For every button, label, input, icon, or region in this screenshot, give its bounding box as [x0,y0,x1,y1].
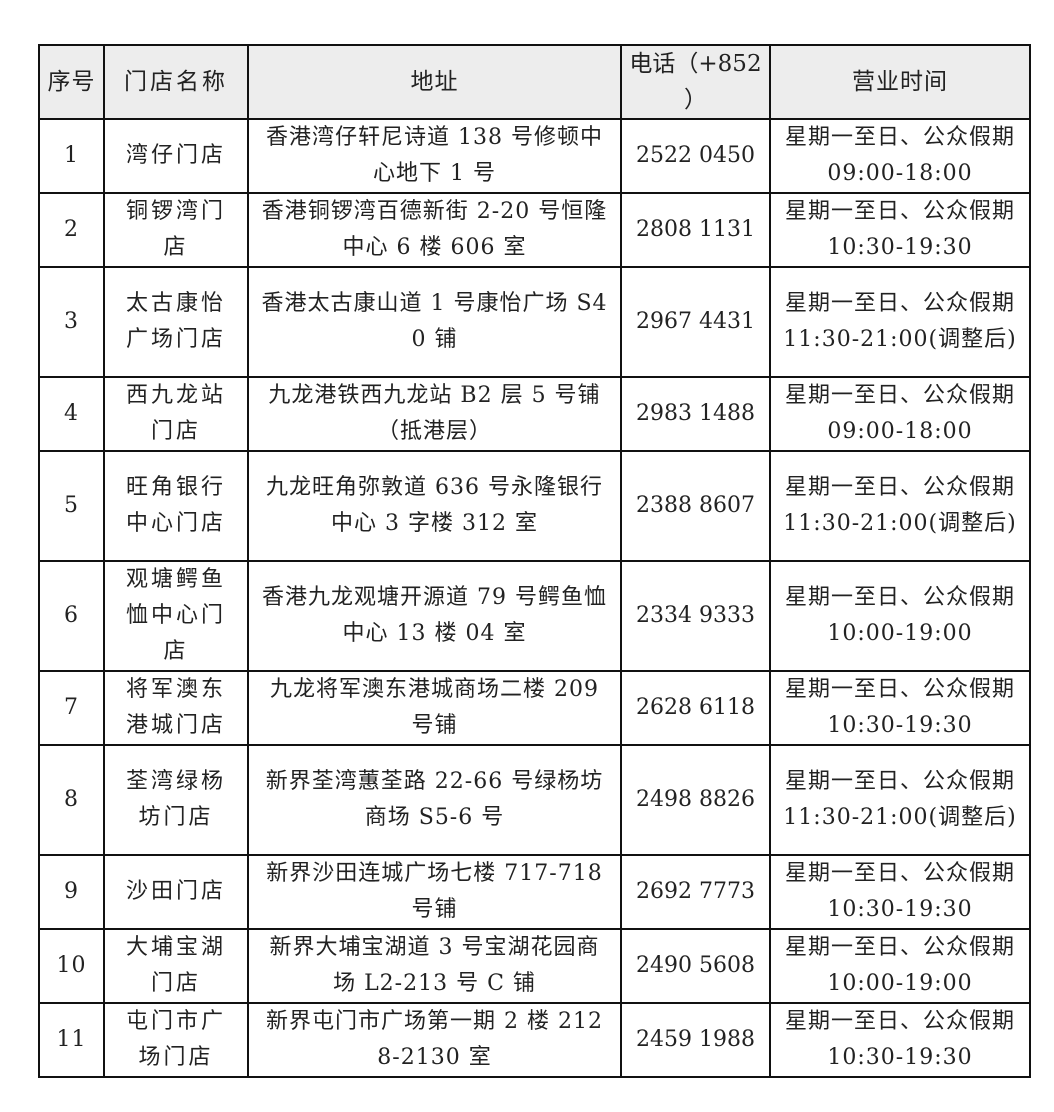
cell-phone: 2967 4431 [620,266,771,378]
table-row: 4 西九龙站门店 九龙港铁西九龙站 B2 层 5 号铺 （抵港层） 2983 1488… [38,376,1031,452]
cell-address: 九龙旺角弥敦道 636 号永隆银行中心 3 字楼 312 室 [247,450,622,562]
cell-index: 3 [38,266,105,378]
cell-phone: 2334 9333 [620,560,771,672]
cell-index: 11 [38,1002,105,1078]
cell-hours: 星期一至日、公众假期 10:30-19:30 [769,192,1031,268]
table-row: 7 将军澳东港城门店 九龙将军澳东港城商场二楼 209 号铺 2628 6118 星期一… [38,670,1031,746]
cell-store-name: 西九龙站门店 [103,376,249,452]
cell-phone: 2808 1131 [620,192,771,268]
cell-index: 8 [38,744,105,856]
store-table: 序号 门店名称 地址 电话（+852 ） 营业时间 1 湾仔门店 香港湾仔轩尼诗道 … [38,44,1031,1078]
cell-hours: 星期一至日、公众假期 11:30-21:00(调整后) [769,266,1031,378]
cell-hours: 星期一至日、公众假期 10:00-19:00 [769,560,1031,672]
cell-index: 4 [38,376,105,452]
cell-phone: 2628 6118 [620,670,771,746]
cell-address: 新界沙田连城广场七楼 717-718 号铺 [247,854,622,930]
cell-address: 新界大埔宝湖道 3 号宝湖花园商场 L2-213 号 C 铺 [247,928,622,1004]
cell-hours: 星期一至日、公众假期 09:00-18:00 [769,118,1031,194]
cell-address: 香港铜锣湾百德新街 2-20 号恒隆中心 6 楼 606 室 [247,192,622,268]
header-address: 地址 [247,44,622,120]
cell-address: 新界屯门市广场第一期 2 楼 2128-2130 室 [247,1002,622,1078]
cell-address: 新界荃湾蕙荃路 22-66 号绿杨坊商场 S5-6 号 [247,744,622,856]
cell-store-name: 观塘鳄鱼恤中心门店 [103,560,249,672]
table-row: 8 荃湾绿杨坊门店 新界荃湾蕙荃路 22-66 号绿杨坊商场 S5-6 号 2498 … [38,744,1031,856]
cell-store-name: 湾仔门店 [103,118,249,194]
cell-index: 6 [38,560,105,672]
header-hours: 营业时间 [769,44,1031,120]
table-row: 10 大埔宝湖门店 新界大埔宝湖道 3 号宝湖花园商场 L2-213 号 C 铺 24… [38,928,1031,1004]
cell-hours: 星期一至日、公众假期 10:30-19:30 [769,1002,1031,1078]
cell-phone: 2692 7773 [620,854,771,930]
cell-hours: 星期一至日、公众假期 11:30-21:00(调整后) [769,450,1031,562]
header-index: 序号 [38,44,105,120]
cell-index: 7 [38,670,105,746]
header-phone: 电话（+852 ） [620,44,771,120]
cell-store-name: 旺角银行中心门店 [103,450,249,562]
cell-phone: 2388 8607 [620,450,771,562]
cell-address: 香港湾仔轩尼诗道 138 号修顿中心地下 1 号 [247,118,622,194]
cell-hours: 星期一至日、公众假期 09:00-18:00 [769,376,1031,452]
table-row: 2 铜锣湾门店 香港铜锣湾百德新街 2-20 号恒隆中心 6 楼 606 室 2808… [38,192,1031,268]
cell-store-name: 将军澳东港城门店 [103,670,249,746]
cell-store-name: 屯门市广场门店 [103,1002,249,1078]
cell-store-name: 大埔宝湖门店 [103,928,249,1004]
table-row: 9 沙田门店 新界沙田连城广场七楼 717-718 号铺 2692 7773 星期一至日… [38,854,1031,930]
cell-address: 九龙将军澳东港城商场二楼 209 号铺 [247,670,622,746]
table-row: 1 湾仔门店 香港湾仔轩尼诗道 138 号修顿中心地下 1 号 2522 0450 星期… [38,118,1031,194]
cell-hours: 星期一至日、公众假期 10:30-19:30 [769,670,1031,746]
header-row: 序号 门店名称 地址 电话（+852 ） 营业时间 [38,44,1031,120]
cell-store-name: 荃湾绿杨坊门店 [103,744,249,856]
cell-index: 10 [38,928,105,1004]
cell-index: 1 [38,118,105,194]
cell-store-name: 铜锣湾门店 [103,192,249,268]
cell-phone: 2498 8826 [620,744,771,856]
cell-index: 5 [38,450,105,562]
cell-address: 香港太古康山道 1 号康怡广场 S40 铺 [247,266,622,378]
cell-index: 2 [38,192,105,268]
cell-phone: 2983 1488 [620,376,771,452]
cell-hours: 星期一至日、公众假期 10:30-19:30 [769,854,1031,930]
header-name: 门店名称 [103,44,249,120]
cell-address: 九龙港铁西九龙站 B2 层 5 号铺 （抵港层） [247,376,622,452]
cell-store-name: 太古康怡广场门店 [103,266,249,378]
cell-phone: 2522 0450 [620,118,771,194]
cell-phone: 2459 1988 [620,1002,771,1078]
cell-store-name: 沙田门店 [103,854,249,930]
cell-hours: 星期一至日、公众假期 10:00-19:00 [769,928,1031,1004]
table-row: 11 屯门市广场门店 新界屯门市广场第一期 2 楼 2128-2130 室 2459 … [38,1002,1031,1078]
cell-phone: 2490 5608 [620,928,771,1004]
cell-index: 9 [38,854,105,930]
cell-address: 香港九龙观塘开源道 79 号鳄鱼恤中心 13 楼 04 室 [247,560,622,672]
cell-hours: 星期一至日、公众假期 11:30-21:00(调整后) [769,744,1031,856]
table-row: 3 太古康怡广场门店 香港太古康山道 1 号康怡广场 S40 铺 2967 4431 星… [38,266,1031,378]
